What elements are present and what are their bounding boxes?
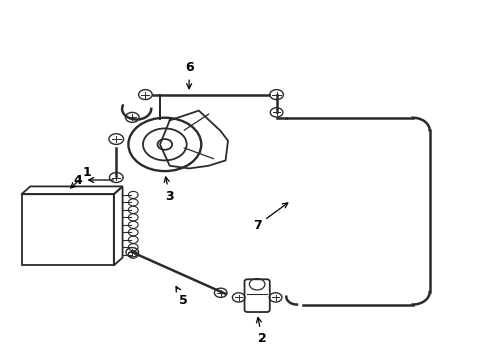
Text: 1: 1 <box>71 166 92 188</box>
Text: 7: 7 <box>253 203 288 232</box>
Text: 6: 6 <box>185 62 194 89</box>
Text: 2: 2 <box>256 318 267 345</box>
Text: 3: 3 <box>164 177 174 203</box>
Text: 4: 4 <box>73 174 114 186</box>
Bar <box>22 194 114 265</box>
Text: 5: 5 <box>176 287 188 307</box>
